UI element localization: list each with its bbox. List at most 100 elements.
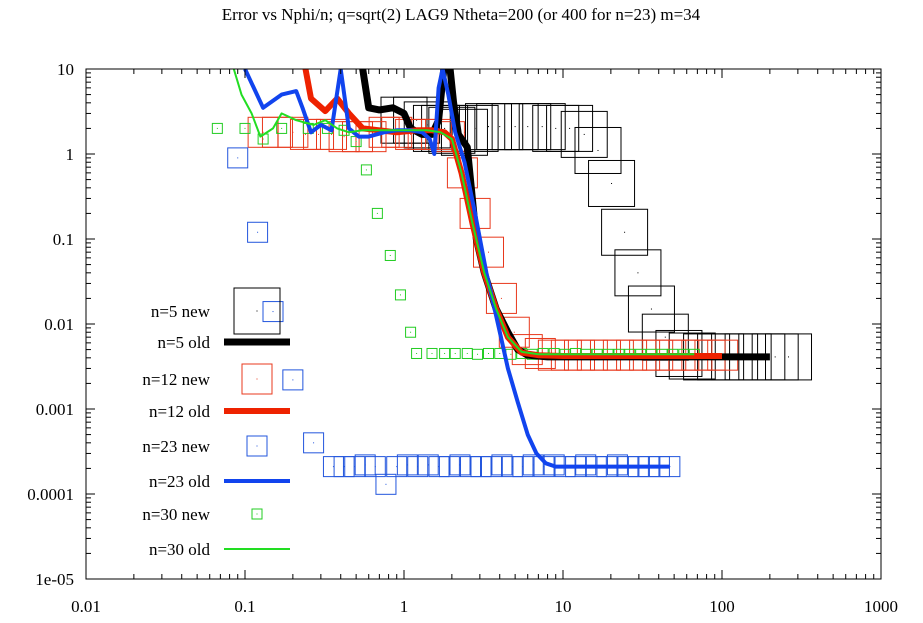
data-point-box — [614, 249, 662, 297]
data-point-dot — [477, 353, 479, 355]
plot-frame — [85, 68, 882, 580]
x-tick-label: 1000 — [864, 597, 898, 616]
data-point-dot — [569, 127, 571, 129]
data-point-dot — [416, 119, 418, 121]
data-point-dot — [313, 442, 315, 444]
data-point-dot — [448, 466, 450, 468]
data-point-box — [522, 454, 544, 476]
legend-label: n=12 new — [142, 370, 210, 389]
y-tick-label: 0.001 — [36, 400, 74, 419]
series-line — [243, 69, 670, 469]
x-tick-label: 1 — [400, 597, 409, 616]
data-point-box — [601, 208, 649, 256]
legend: n=5 new n=5 old n=12 new n=12 old n=23 new n=… — [142, 287, 290, 559]
data-point-dot — [611, 182, 613, 184]
y-tick-label: 0.01 — [44, 315, 74, 334]
data-point-box — [473, 236, 505, 268]
data-point-box — [384, 249, 396, 261]
data-point-box — [277, 116, 309, 148]
data-point-box — [546, 104, 594, 152]
y-tick-label: 10 — [57, 60, 74, 79]
y-tick-label: 0.0001 — [27, 485, 74, 504]
data-point-box — [360, 164, 372, 176]
data-point-dot — [664, 336, 666, 338]
legend-label: n=23 new — [142, 437, 210, 456]
data-point-dot — [416, 352, 418, 354]
x-tick-label: 10 — [555, 597, 572, 616]
x-tick-label: 0.1 — [234, 597, 255, 616]
data-point-dot — [466, 352, 468, 354]
data-point-box — [303, 432, 325, 454]
y-tick-label: 0.1 — [53, 230, 74, 249]
data-point-box — [438, 456, 460, 478]
y-tick-label: 1e-05 — [35, 570, 74, 589]
legend-swatch-dot — [256, 378, 258, 380]
data-point-dot — [597, 149, 599, 151]
legend-entry-n-12-old: n=12 old — [149, 402, 290, 421]
data-point-dot — [385, 483, 387, 485]
data-point-dot — [454, 352, 456, 354]
data-point-dot — [257, 231, 259, 233]
x-tick-label: 0.01 — [71, 597, 101, 616]
legend-entry-n-5-old: n=5 old — [157, 333, 290, 352]
x-tick-label: 100 — [709, 597, 735, 616]
data-point-box — [211, 122, 223, 134]
legend-swatch-dot — [256, 310, 258, 312]
data-point-dot — [541, 126, 543, 128]
data-point-dot — [331, 133, 333, 135]
data-point-dot — [292, 131, 294, 133]
data-point-dot — [650, 308, 652, 310]
data-point-dot — [374, 466, 376, 468]
data-point-dot — [488, 251, 490, 253]
data-point-box — [227, 147, 249, 169]
data-point-dot — [444, 352, 446, 354]
legend-entry-n-5-new: n=5 new — [151, 287, 281, 335]
legend-label: n=12 old — [149, 402, 211, 421]
data-point-dot — [488, 352, 490, 354]
legend-label: n=5 old — [157, 333, 210, 352]
data-point-dot — [399, 294, 401, 296]
data-point-box — [472, 348, 484, 360]
data-point-dot — [527, 126, 529, 128]
data-point-dot — [262, 138, 264, 140]
y-tick-label: 1 — [66, 145, 75, 164]
data-point-dot — [365, 169, 367, 171]
data-point-box — [375, 473, 397, 495]
data-point-box — [449, 454, 471, 476]
data-point-dot — [474, 127, 476, 129]
axes: 0.01 0.1 1 10 100 1000 1e-05 0.0001 0.001 0.01 0.1… — [27, 60, 898, 616]
data-point-dot — [532, 464, 534, 466]
series-n-23-new — [227, 147, 681, 495]
series-n-23-old — [243, 69, 670, 469]
series-n-5-new — [380, 96, 813, 381]
legend-entry-n-23-old: n=23 old — [149, 472, 290, 491]
legend-swatch-box — [241, 363, 273, 395]
data-point-box — [426, 347, 438, 359]
data-point-box — [239, 122, 251, 134]
data-point-box — [247, 221, 269, 243]
data-point-box — [262, 301, 284, 323]
data-point-box — [588, 159, 636, 207]
data-point-dot — [511, 466, 513, 468]
data-point-box — [371, 207, 383, 219]
data-point-box — [483, 347, 495, 359]
data-point-dot — [410, 133, 412, 135]
data-point-dot — [343, 466, 345, 468]
data-point-dot — [427, 464, 429, 466]
data-point-box — [276, 122, 288, 134]
plot-marks — [211, 69, 813, 495]
data-point-box — [403, 101, 451, 149]
data-point-box — [439, 347, 451, 359]
data-point-box — [386, 456, 408, 478]
data-point-dot — [244, 127, 246, 129]
data-point-dot — [355, 141, 357, 143]
data-point-dot — [376, 212, 378, 214]
data-point-dot — [510, 353, 512, 355]
data-point-dot — [459, 464, 461, 466]
legend-label: n=5 new — [151, 302, 211, 321]
data-point-box — [322, 456, 344, 478]
data-point-dot — [292, 379, 294, 381]
data-point-dot — [237, 157, 239, 159]
data-point-dot — [500, 297, 502, 299]
